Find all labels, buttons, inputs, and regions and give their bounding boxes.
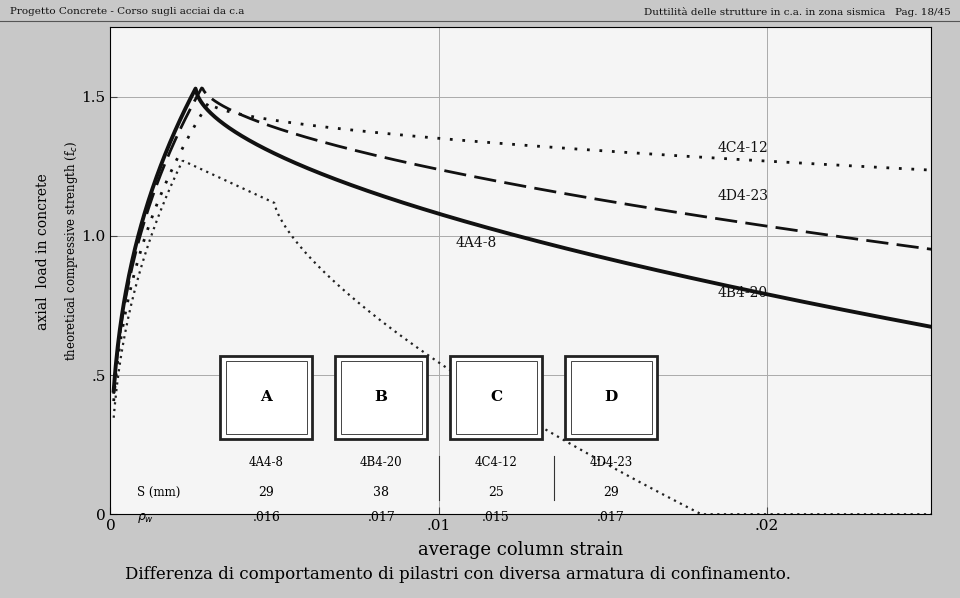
Text: 4C4-12: 4C4-12 xyxy=(718,141,769,155)
Text: 25: 25 xyxy=(489,486,504,499)
Text: Duttilità delle strutture in c.a. in zona sismica   Pag. 18/45: Duttilità delle strutture in c.a. in zon… xyxy=(643,7,950,17)
Text: .017: .017 xyxy=(368,511,396,524)
Text: .017: .017 xyxy=(597,511,625,524)
Text: D: D xyxy=(605,390,617,404)
Bar xyxy=(335,356,427,439)
Text: 4C4-12: 4C4-12 xyxy=(475,456,517,469)
Text: 4B4-20: 4B4-20 xyxy=(718,286,768,300)
Text: .016: .016 xyxy=(252,511,280,524)
Bar xyxy=(450,356,542,439)
Text: $\rho_w$: $\rho_w$ xyxy=(136,511,154,526)
Text: C: C xyxy=(491,390,502,404)
Bar xyxy=(565,356,657,439)
Bar xyxy=(341,361,421,434)
Text: .015: .015 xyxy=(482,511,510,524)
Text: 4B4-20: 4B4-20 xyxy=(360,456,402,469)
Text: B: B xyxy=(374,390,388,404)
Text: 29: 29 xyxy=(258,486,275,499)
Text: 4A4-8: 4A4-8 xyxy=(455,236,496,250)
Text: 4D4-23: 4D4-23 xyxy=(718,188,769,203)
Text: A: A xyxy=(260,390,273,404)
Bar xyxy=(570,361,652,434)
Text: axial  load in concrete: axial load in concrete xyxy=(36,173,50,329)
Text: theoretical compressive strength (f$_c$): theoretical compressive strength (f$_c$) xyxy=(63,141,81,361)
Text: 4A4-8: 4A4-8 xyxy=(249,456,284,469)
Bar xyxy=(226,361,307,434)
Text: S (mm): S (mm) xyxy=(136,486,180,499)
Text: Progetto Concrete - Corso sugli acciai da c.a: Progetto Concrete - Corso sugli acciai d… xyxy=(10,7,244,16)
Text: 29: 29 xyxy=(603,486,619,499)
Text: 4D4-23: 4D4-23 xyxy=(589,456,633,469)
Bar xyxy=(456,361,537,434)
Text: Differenza di comportamento di pilastri con diversa armatura di confinamento.: Differenza di comportamento di pilastri … xyxy=(125,566,791,583)
X-axis label: average column strain: average column strain xyxy=(419,541,623,560)
Text: 38: 38 xyxy=(373,486,389,499)
Bar xyxy=(221,356,312,439)
